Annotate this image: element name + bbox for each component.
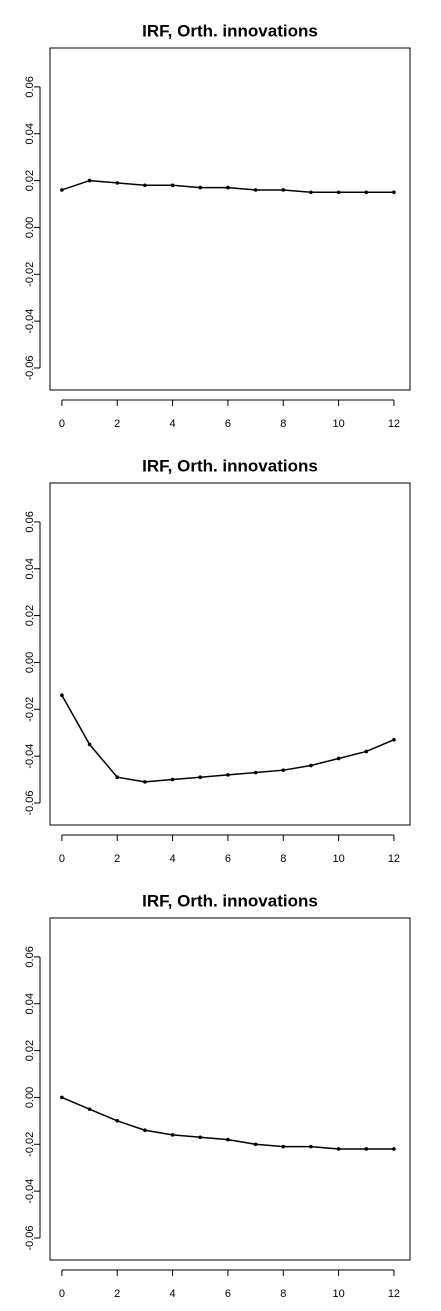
point [87, 1107, 92, 1111]
line [61, 694, 395, 783]
y-tick-label: 0.02 [24, 1040, 36, 1061]
chart-title: IRF, Orth. innovations [142, 21, 318, 40]
point [87, 742, 92, 747]
x-tick-label: 8 [280, 418, 286, 430]
y-tick-label: 0.00 [24, 652, 36, 673]
point [309, 763, 313, 768]
x-tick-label: 8 [280, 1288, 286, 1300]
y-tick-label: 0.06 [24, 76, 36, 97]
x-tick-label: 4 [170, 853, 176, 865]
y-tick-label: 0.02 [24, 605, 36, 626]
y-tick-label: -0.06 [24, 1225, 36, 1250]
y-tick-label: 0.00 [24, 1087, 36, 1108]
y-tick-label: -0.06 [24, 355, 36, 380]
point [364, 190, 369, 195]
x-tick-label: 4 [170, 1288, 176, 1300]
x-tick-label: 6 [225, 853, 231, 865]
y-tick-label: -0.04 [24, 744, 36, 769]
x-tick-label: 6 [225, 1288, 231, 1300]
point [392, 1147, 396, 1151]
point [115, 181, 120, 185]
x-tick-label: 0 [59, 418, 65, 430]
point [281, 768, 286, 772]
y-tick-label: 0.02 [24, 170, 36, 191]
point [198, 775, 203, 780]
point [198, 185, 203, 190]
plot-frame [49, 47, 411, 391]
x-tick-label: 12 [388, 418, 400, 430]
point [115, 775, 120, 780]
point [60, 693, 64, 698]
x-tick-label: 4 [170, 418, 176, 430]
point [226, 773, 230, 777]
y-tick-label: 0.00 [24, 217, 36, 238]
point [253, 770, 258, 775]
point [143, 780, 147, 784]
point [170, 777, 175, 782]
y-tick-label: -0.06 [24, 790, 36, 815]
y-tick-label: 0.06 [24, 946, 36, 967]
point [253, 1142, 258, 1147]
x-tick-label: 12 [388, 853, 400, 865]
point [226, 185, 230, 190]
point [143, 183, 147, 188]
point [198, 1135, 203, 1140]
y-tick-label: 0.04 [24, 993, 36, 1014]
point [281, 1144, 286, 1149]
point [170, 183, 175, 188]
x-tick-label: 2 [114, 1288, 120, 1300]
point [364, 749, 369, 754]
point [253, 188, 258, 192]
point [60, 1095, 64, 1100]
y-tick-label: 0.04 [24, 123, 36, 144]
y-tick-label: -0.04 [24, 309, 36, 334]
x-tick-label: 6 [225, 418, 231, 430]
point [143, 1128, 147, 1133]
point [281, 188, 286, 192]
y-tick-label: 0.04 [24, 558, 36, 579]
point [309, 1144, 313, 1149]
point [87, 178, 92, 183]
x-tick-label: 0 [59, 853, 65, 865]
x-tick-label: 2 [114, 418, 120, 430]
point [309, 190, 313, 195]
y-tick-label: -0.02 [24, 1132, 36, 1157]
point [60, 188, 64, 192]
chart-title: IRF, Orth. innovations [142, 456, 318, 475]
x-tick-label: 0 [59, 1288, 65, 1300]
plot-frame [49, 482, 411, 826]
point [170, 1133, 175, 1137]
point [336, 190, 341, 195]
plot-frame [49, 917, 411, 1261]
y-tick-label: 0.06 [24, 511, 36, 532]
chart-title: IRF, Orth. innovations [142, 891, 318, 910]
point [115, 1119, 120, 1123]
y-tick-label: -0.02 [24, 697, 36, 722]
point [364, 1147, 369, 1151]
y-tick-label: -0.04 [24, 1179, 36, 1204]
point [226, 1137, 230, 1142]
point [336, 1147, 341, 1151]
point [392, 190, 396, 195]
y-tick-label: -0.02 [24, 262, 36, 287]
x-tick-label: 10 [332, 418, 344, 430]
x-tick-label: 2 [114, 853, 120, 865]
x-tick-label: 10 [332, 1288, 344, 1300]
point [336, 756, 341, 761]
x-tick-label: 12 [388, 1288, 400, 1300]
point [392, 737, 396, 742]
x-tick-label: 8 [280, 853, 286, 865]
x-tick-label: 10 [332, 853, 344, 865]
